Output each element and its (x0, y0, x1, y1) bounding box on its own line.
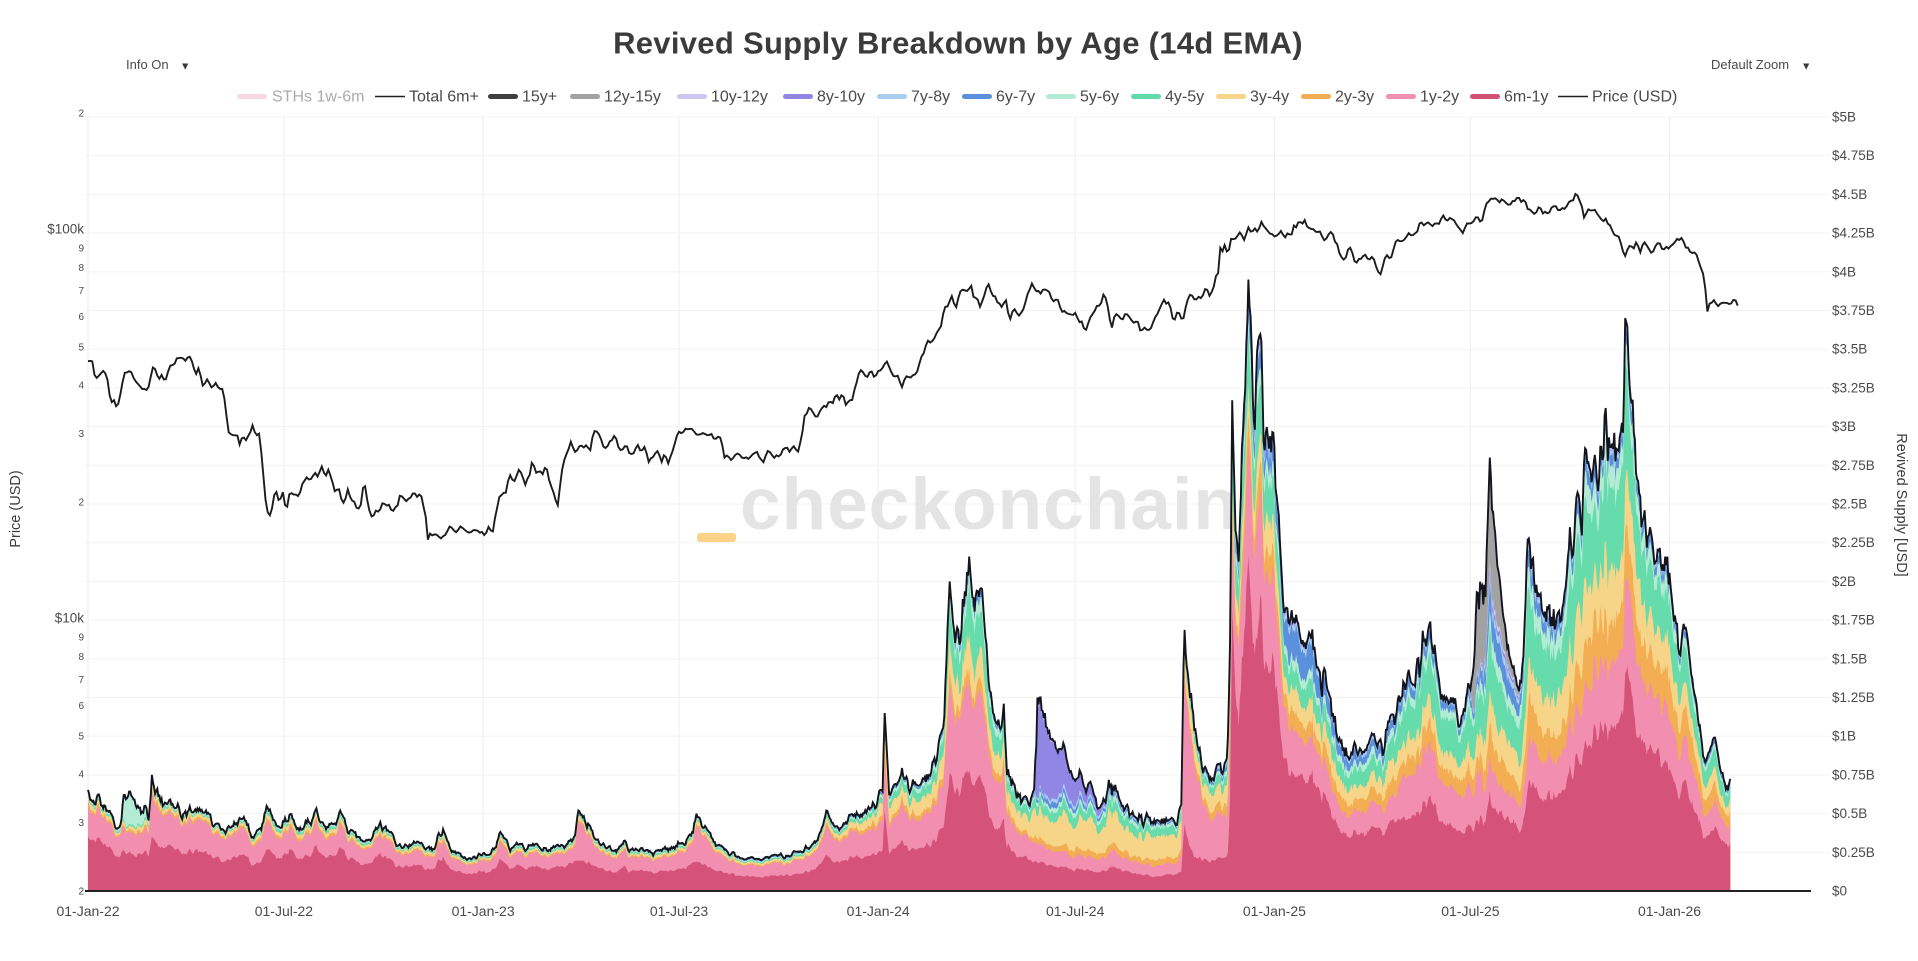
svg-text:01-Jan-26: 01-Jan-26 (1638, 903, 1701, 919)
svg-text:12y-15y: 12y-15y (604, 89, 661, 106)
svg-text:2: 2 (78, 886, 84, 897)
svg-text:Total 6m+: Total 6m+ (409, 89, 479, 106)
svg-text:$100k: $100k (47, 222, 84, 237)
svg-text:7: 7 (78, 675, 84, 686)
svg-text:▼: ▼ (180, 61, 190, 73)
svg-text:$3.75B: $3.75B (1832, 303, 1875, 318)
svg-text:9: 9 (78, 632, 84, 643)
svg-text:$0.25B: $0.25B (1832, 845, 1875, 860)
svg-text:$4.75B: $4.75B (1832, 148, 1875, 163)
svg-text:3: 3 (78, 818, 84, 829)
svg-text:01-Jul-22: 01-Jul-22 (255, 903, 314, 919)
svg-text:Revived Supply [USD]: Revived Supply [USD] (1893, 433, 1909, 576)
svg-text:2y-3y: 2y-3y (1335, 89, 1374, 106)
svg-text:5: 5 (78, 732, 84, 743)
svg-text:$10k: $10k (55, 611, 85, 626)
svg-text:3y-4y: 3y-4y (1250, 89, 1289, 106)
svg-text:7: 7 (78, 286, 84, 297)
svg-text:$4.5B: $4.5B (1832, 187, 1867, 202)
svg-text:8: 8 (78, 263, 84, 274)
svg-text:$3.25B: $3.25B (1832, 380, 1875, 395)
svg-text:01-Jul-23: 01-Jul-23 (650, 903, 709, 919)
svg-text:STHs 1w-6m: STHs 1w-6m (272, 89, 364, 106)
svg-text:9: 9 (78, 243, 84, 254)
svg-text:8: 8 (78, 652, 84, 663)
svg-text:Price (USD): Price (USD) (1592, 89, 1677, 106)
svg-text:7y-8y: 7y-8y (911, 89, 950, 106)
svg-text:$4B: $4B (1832, 264, 1856, 279)
svg-text:6m-1y: 6m-1y (1504, 89, 1548, 106)
svg-text:$4.25B: $4.25B (1832, 226, 1875, 241)
svg-text:▼: ▼ (1801, 61, 1811, 73)
svg-text:5y-6y: 5y-6y (1080, 89, 1119, 106)
svg-text:01-Jul-24: 01-Jul-24 (1046, 903, 1105, 919)
svg-text:$0: $0 (1832, 884, 1847, 899)
svg-text:01-Jan-24: 01-Jan-24 (847, 903, 910, 919)
svg-text:$5B: $5B (1832, 110, 1856, 125)
svg-text:$2.25B: $2.25B (1832, 535, 1875, 550)
svg-text:01-Jul-25: 01-Jul-25 (1441, 903, 1500, 919)
svg-text:8y-10y: 8y-10y (817, 89, 865, 106)
svg-text:$2.75B: $2.75B (1832, 458, 1875, 473)
svg-text:6y-7y: 6y-7y (996, 89, 1035, 106)
svg-text:4y-5y: 4y-5y (1165, 89, 1204, 106)
svg-text:Default Zoom: Default Zoom (1711, 57, 1789, 72)
svg-text:4: 4 (78, 769, 84, 780)
svg-text:$1B: $1B (1832, 729, 1856, 744)
svg-text:$0.75B: $0.75B (1832, 767, 1875, 782)
svg-text:$1.5B: $1.5B (1832, 651, 1867, 666)
svg-text:2: 2 (78, 108, 84, 119)
svg-text:2: 2 (78, 497, 84, 508)
svg-text:$2.5B: $2.5B (1832, 497, 1867, 512)
svg-text:$3B: $3B (1832, 419, 1856, 434)
svg-text:10y-12y: 10y-12y (711, 89, 768, 106)
svg-text:3: 3 (78, 429, 84, 440)
svg-text:Info On: Info On (126, 57, 169, 72)
svg-text:$2B: $2B (1832, 574, 1856, 589)
svg-text:01-Jan-25: 01-Jan-25 (1243, 903, 1306, 919)
svg-text:checkonchain: checkonchain (740, 464, 1239, 545)
svg-text:Price (USD): Price (USD) (8, 470, 24, 547)
svg-text:$3.5B: $3.5B (1832, 342, 1867, 357)
svg-text:4: 4 (78, 380, 84, 391)
svg-text:Revived Supply Breakdown by Ag: Revived Supply Breakdown by Age (14d EMA… (613, 26, 1303, 61)
svg-text:01-Jan-22: 01-Jan-22 (56, 903, 119, 919)
svg-text:6: 6 (78, 312, 84, 323)
svg-text:$1.25B: $1.25B (1832, 690, 1875, 705)
svg-text:1y-2y: 1y-2y (1420, 89, 1459, 106)
svg-text:5: 5 (78, 343, 84, 354)
svg-text:$0.5B: $0.5B (1832, 806, 1867, 821)
svg-text:01-Jan-23: 01-Jan-23 (452, 903, 515, 919)
svg-text:6: 6 (78, 701, 84, 712)
svg-text:$1.75B: $1.75B (1832, 613, 1875, 628)
svg-text:15y+: 15y+ (522, 89, 557, 106)
